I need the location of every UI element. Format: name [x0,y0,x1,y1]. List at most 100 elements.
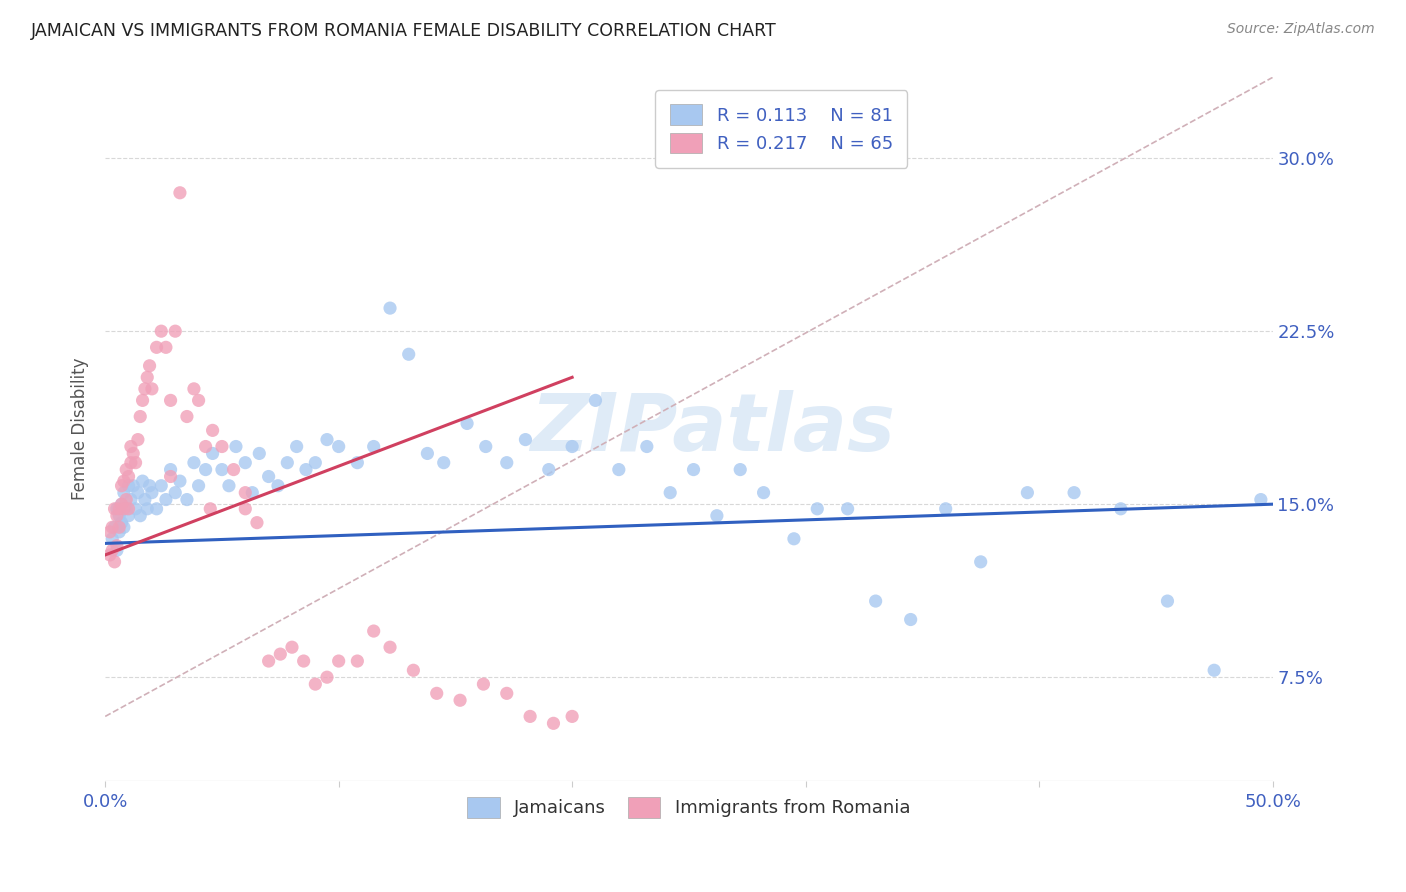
Point [1063,485,1085,500]
Point [201,423,224,437]
Point [141,382,163,396]
Point [636,440,658,454]
Point [783,532,806,546]
Point [328,654,350,668]
Point [495,456,517,470]
Point [112,520,135,534]
Point [1204,663,1226,677]
Point [752,485,775,500]
Point [134,382,156,396]
Point [159,469,181,483]
Point [416,446,439,460]
Point [134,492,156,507]
Point [378,301,401,315]
Point [183,382,205,396]
Point [304,677,326,691]
Point [110,497,132,511]
Y-axis label: Female Disability: Female Disability [72,358,89,500]
Point [865,594,887,608]
Point [201,446,224,460]
Point [402,663,425,677]
Point [276,456,298,470]
Point [122,479,145,493]
Point [169,186,191,200]
Point [103,501,125,516]
Point [112,474,135,488]
Point [304,456,326,470]
Point [200,501,222,516]
Text: ZIPatlas: ZIPatlas [530,390,894,468]
Point [806,501,828,516]
Point [115,501,138,516]
Point [165,324,187,338]
Point [176,409,198,424]
Point [117,469,139,483]
Point [127,485,149,500]
Point [515,433,537,447]
Point [120,440,142,454]
Text: Source: ZipAtlas.com: Source: ZipAtlas.com [1227,22,1375,37]
Point [233,485,256,500]
Point [233,456,256,470]
Point [659,485,682,500]
Point [105,501,128,516]
Point [117,479,139,493]
Point [138,359,160,373]
Point [115,462,138,476]
Point [1109,501,1132,516]
Point [1250,492,1272,507]
Point [426,686,449,700]
Point [145,340,167,354]
Point [543,716,565,731]
Point [136,501,159,516]
Point [159,393,181,408]
Point [285,440,308,454]
Point [472,677,495,691]
Point [240,485,263,500]
Point [935,501,957,516]
Point [187,393,209,408]
Point [110,497,132,511]
Text: JAMAICAN VS IMMIGRANTS FROM ROMANIA FEMALE DISABILITY CORRELATION CHART: JAMAICAN VS IMMIGRANTS FROM ROMANIA FEMA… [31,22,776,40]
Point [269,647,291,661]
Point [561,709,583,723]
Point [108,508,131,523]
Point [295,462,318,476]
Point [129,409,152,424]
Point [970,555,993,569]
Point [101,532,124,546]
Point [561,440,583,454]
Point [363,624,385,638]
Point [187,479,209,493]
Point [150,479,173,493]
Point [1017,485,1039,500]
Point [363,440,385,454]
Point [222,462,245,476]
Point [194,462,217,476]
Point [194,440,217,454]
Point [837,501,859,516]
Point [105,508,128,523]
Legend: Jamaicans, Immigrants from Romania: Jamaicans, Immigrants from Romania [460,789,918,825]
Point [225,440,247,454]
Point [117,501,139,516]
Point [101,543,124,558]
Point [900,613,922,627]
Point [211,462,233,476]
Point [316,433,339,447]
Point [105,543,128,558]
Point [108,524,131,539]
Point [585,393,607,408]
Point [131,393,153,408]
Point [519,709,541,723]
Point [110,516,132,530]
Point [257,654,280,668]
Point [136,370,159,384]
Point [165,485,187,500]
Point [267,479,290,493]
Point [103,520,125,534]
Point [247,446,270,460]
Point [474,440,496,454]
Point [122,446,145,460]
Point [131,474,153,488]
